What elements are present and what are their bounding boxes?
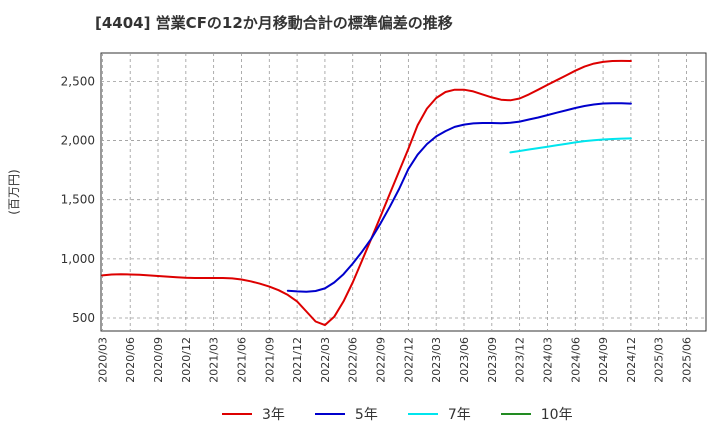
x-tick-label: 2021/12	[291, 337, 304, 383]
legend-swatch-5yr	[314, 413, 345, 415]
x-tick-label: 2021/03	[208, 337, 221, 383]
series-line-1	[286, 102, 632, 293]
x-tick-label: 2025/03	[653, 337, 666, 383]
legend-item-7yr: 7年	[407, 404, 471, 424]
chart-title: [4404] 営業CFの12か月移動合計の標準偏差の推移	[95, 14, 453, 32]
y-tick-label: 2,000	[61, 134, 95, 148]
grid-layer	[101, 53, 706, 331]
x-tick-label: 2021/06	[235, 337, 248, 383]
x-axis: 2020/03 2020/06 2020/09 2020/12 2021/03 2021/…	[96, 337, 693, 383]
x-tick-label: 2024/06	[569, 337, 582, 383]
legend-label-5yr: 5年	[354, 407, 378, 423]
y-axis-label: (百万円)	[7, 169, 21, 214]
x-tick-label: 2024/09	[597, 337, 610, 383]
x-tick-label: 2025/06	[681, 337, 694, 383]
legend: 3年 5年 7年 10年	[222, 404, 603, 424]
legend-label-7yr: 7年	[447, 407, 471, 423]
x-tick-label: 2023/06	[458, 337, 471, 383]
plot-area	[100, 52, 707, 332]
y-axis: 500 1,000 1,500 2,000 2,500	[61, 74, 95, 325]
y-tick-label: 2,500	[61, 74, 95, 88]
legend-label-10yr: 10年	[540, 407, 573, 423]
legend-item-10yr: 10年	[500, 404, 573, 424]
legend-swatch-3yr	[222, 413, 252, 415]
x-tick-label: 2024/03	[541, 337, 554, 383]
x-tick-label: 2022/12	[402, 337, 415, 383]
x-tick-label: 2020/12	[180, 337, 193, 383]
x-tick-label: 2022/06	[347, 337, 360, 383]
legend-swatch-10yr	[500, 413, 531, 415]
y-tick-label: 1,000	[61, 252, 95, 266]
series-line-2	[509, 137, 632, 154]
legend-label-3yr: 3年	[262, 407, 285, 423]
series-line-0	[101, 59, 632, 327]
x-tick-label: 2023/03	[430, 337, 443, 383]
x-tick-label: 2022/03	[319, 337, 332, 383]
y-tick-label: 500	[72, 311, 95, 325]
legend-item-3yr: 3年	[222, 404, 285, 424]
legend-swatch-7yr	[407, 413, 438, 415]
x-tick-label: 2020/09	[152, 337, 165, 383]
x-tick-label: 2020/03	[96, 337, 109, 383]
x-tick-label: 2022/09	[375, 337, 388, 383]
x-tick-label: 2024/12	[625, 337, 638, 383]
x-tick-label: 2023/09	[486, 337, 499, 383]
x-tick-label: 2021/09	[263, 337, 276, 383]
x-tick-label: 2020/06	[124, 337, 137, 383]
series-layer	[101, 59, 632, 327]
legend-item-5yr: 5年	[314, 404, 378, 424]
y-tick-label: 1,500	[61, 193, 95, 207]
x-tick-label: 2023/12	[514, 337, 527, 383]
